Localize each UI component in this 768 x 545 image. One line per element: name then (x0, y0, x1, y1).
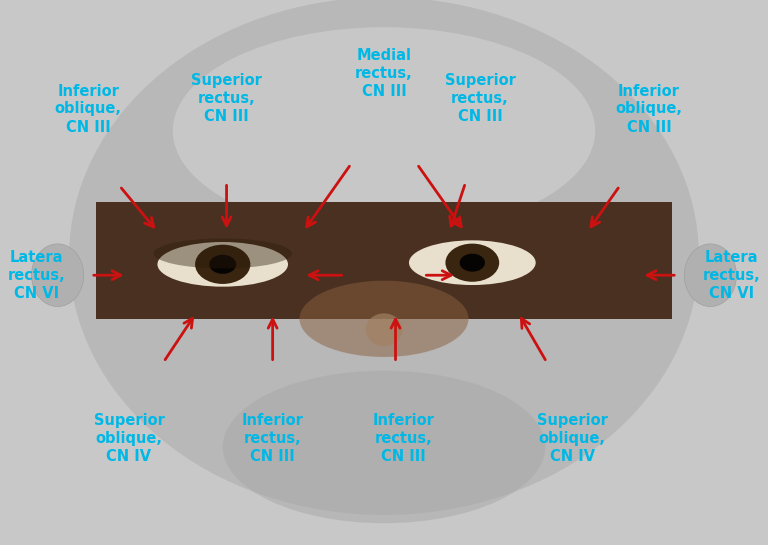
Text: Inferior
rectus,
CN III: Inferior rectus, CN III (242, 413, 303, 464)
Ellipse shape (445, 244, 499, 282)
Text: Superior
rectus,
CN III: Superior rectus, CN III (191, 72, 262, 124)
Text: Latera
rectus,
CN VI: Latera rectus, CN VI (8, 250, 66, 301)
Ellipse shape (300, 281, 468, 357)
Ellipse shape (684, 244, 737, 306)
Ellipse shape (209, 255, 236, 274)
Text: Inferior
oblique,
CN III: Inferior oblique, CN III (55, 83, 122, 135)
Ellipse shape (69, 0, 699, 515)
Text: Superior
oblique,
CN IV: Superior oblique, CN IV (94, 413, 164, 464)
Ellipse shape (366, 313, 402, 346)
Text: Superior
oblique,
CN IV: Superior oblique, CN IV (537, 413, 607, 464)
Text: Inferior
rectus,
CN III: Inferior rectus, CN III (372, 413, 434, 464)
Ellipse shape (31, 244, 84, 306)
Ellipse shape (157, 242, 288, 287)
Ellipse shape (154, 239, 292, 269)
Text: Inferior
oblique,
CN III: Inferior oblique, CN III (615, 83, 683, 135)
Bar (96, 202, 672, 319)
Ellipse shape (409, 240, 535, 285)
Text: Superior
rectus,
CN III: Superior rectus, CN III (445, 72, 515, 124)
Ellipse shape (173, 27, 595, 234)
Text: Latera
rectus,
CN VI: Latera rectus, CN VI (702, 250, 760, 301)
Text: Medial
rectus,
CN III: Medial rectus, CN III (355, 48, 413, 99)
Ellipse shape (223, 371, 545, 523)
Ellipse shape (195, 245, 250, 284)
Ellipse shape (459, 253, 485, 271)
